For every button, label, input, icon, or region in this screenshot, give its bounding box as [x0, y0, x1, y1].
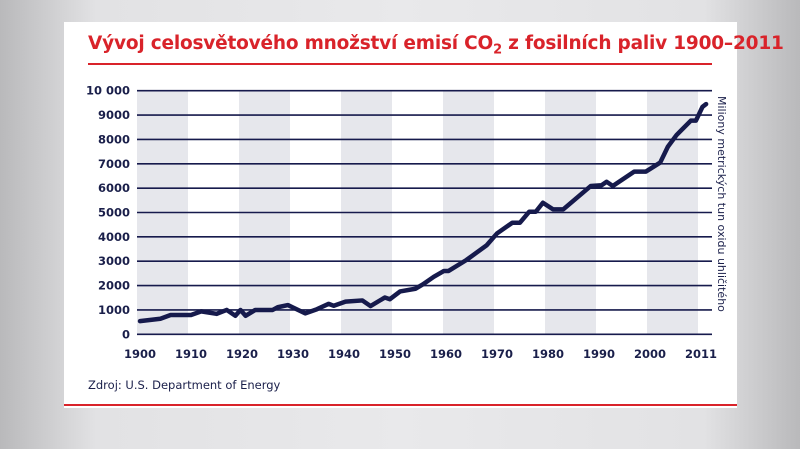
x-tick-label: 1950 — [379, 347, 411, 361]
x-tick-label: 1990 — [583, 347, 615, 361]
x-tick-label: 1910 — [175, 347, 207, 361]
y-tick-label: 0 — [122, 327, 130, 341]
y-axis-label: Miliony metrických tun oxidu uhličitého — [715, 96, 728, 312]
x-tick-label: 1940 — [328, 347, 360, 361]
y-tick-label: 7000 — [98, 157, 130, 171]
x-tick-label: 2011 — [685, 347, 717, 361]
y-tick-label: 1000 — [98, 303, 130, 317]
x-tick-label: 1980 — [532, 347, 564, 361]
bottom-rule — [64, 404, 737, 406]
y-tick-label: 9000 — [98, 108, 130, 122]
y-tick-label: 8000 — [98, 132, 130, 146]
y-tick-label: 3000 — [98, 254, 130, 268]
chart-title: Vývoj celosvětového množství emisí CO2 z… — [88, 33, 784, 58]
y-tick-label: 6000 — [98, 181, 130, 195]
y-tick-label: 4000 — [98, 230, 130, 244]
x-tick-label: 1920 — [226, 347, 258, 361]
source-note: Zdroj: U.S. Department of Energy — [88, 378, 281, 392]
y-tick-label: 5000 — [98, 206, 130, 220]
x-tick-label: 1900 — [124, 347, 156, 361]
x-tick-label: 1960 — [430, 347, 462, 361]
x-tick-label: 1970 — [481, 347, 513, 361]
y-tick-label: 10 000 — [86, 84, 130, 98]
x-tick-label: 1930 — [277, 347, 309, 361]
title-rule — [88, 63, 712, 65]
x-tick-label: 2000 — [634, 347, 666, 361]
y-tick-label: 2000 — [98, 279, 130, 293]
